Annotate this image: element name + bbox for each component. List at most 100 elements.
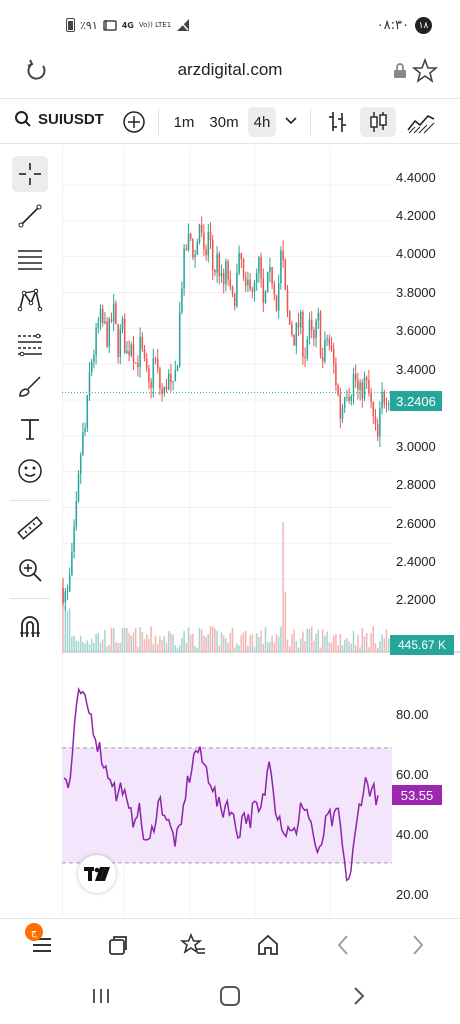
volume-bar — [84, 643, 86, 652]
back-button[interactable] — [329, 931, 357, 959]
candle-body — [167, 373, 170, 390]
candle-body — [121, 318, 124, 330]
candle-style-button[interactable] — [360, 107, 396, 137]
network-sub: Vo)) LTE1 — [138, 21, 172, 29]
bookmark-star-icon[interactable] — [412, 58, 438, 84]
price-tick: 3.4000 — [396, 362, 436, 377]
volume-bar — [275, 634, 278, 652]
volume-bar — [359, 647, 361, 652]
divider — [158, 109, 159, 135]
volume-bar — [106, 646, 108, 652]
volume-bar — [225, 638, 227, 652]
smiley-icon — [18, 459, 42, 483]
volume-bar — [90, 638, 93, 652]
volume-bar — [227, 642, 229, 652]
bookmarks-button[interactable] — [179, 931, 207, 959]
volume-bar — [240, 634, 243, 652]
volume-bar — [203, 635, 205, 652]
home-button[interactable] — [254, 931, 282, 959]
pattern-tool[interactable] — [12, 283, 48, 319]
trend-line-tool[interactable] — [12, 198, 48, 234]
volume-bar — [383, 638, 386, 652]
volume-bar — [260, 630, 262, 652]
price-tick: 4.4000 — [396, 170, 436, 185]
browser-url-bar: arzdigital.com — [0, 52, 460, 92]
volume-bar — [167, 630, 170, 652]
recent-apps-icon[interactable] — [90, 986, 112, 1006]
rsi-band — [62, 747, 392, 863]
volume-bar — [128, 633, 130, 652]
price-tick: 2.2000 — [396, 592, 436, 607]
volume-bar — [198, 627, 201, 652]
clock: ۰۸:۳۰ — [376, 18, 409, 33]
chart-area[interactable] — [62, 146, 460, 916]
bar-style-icon[interactable] — [326, 109, 350, 135]
lock-icon[interactable] — [393, 63, 407, 79]
volume-bar — [291, 633, 293, 652]
candle-body — [97, 322, 100, 328]
volume-bar — [242, 632, 245, 652]
text-tool[interactable] — [12, 411, 48, 447]
url-text[interactable]: arzdigital.com — [177, 60, 283, 79]
chevron-down-icon[interactable] — [284, 115, 298, 127]
interval-4h[interactable]: 4h — [248, 107, 276, 137]
status-right: ۰۸:۳۰ ۱۸ — [377, 17, 432, 34]
candle-body — [176, 365, 179, 371]
symbol-search[interactable]: SUIUSDT — [14, 110, 104, 128]
candle-body — [148, 368, 150, 382]
volume-bar — [112, 628, 115, 652]
volume-bar — [326, 631, 328, 652]
measure-tool[interactable] — [12, 510, 48, 546]
zoom-tool[interactable] — [12, 552, 48, 588]
price-chart-svg[interactable] — [62, 146, 460, 916]
candle-body — [282, 250, 284, 261]
volume-bar — [365, 632, 368, 652]
home-nav-icon[interactable] — [218, 985, 242, 1007]
candle-body — [77, 473, 80, 502]
chevron-left-icon — [337, 935, 348, 955]
candle-body — [236, 273, 238, 307]
add-symbol-icon[interactable] — [122, 110, 146, 134]
brush-tool[interactable] — [12, 368, 48, 404]
back-nav-icon[interactable] — [350, 986, 368, 1006]
volume-bar — [110, 627, 113, 652]
rsi-tick: 80.00 — [396, 707, 429, 722]
candle-body — [295, 322, 298, 346]
candle-body — [152, 358, 155, 388]
volume-bar — [130, 635, 133, 652]
volume-bar — [297, 647, 300, 652]
volume-bar — [352, 630, 355, 652]
candle-body — [339, 394, 342, 419]
volume-bar — [194, 646, 196, 652]
tradingview-logo[interactable] — [78, 855, 116, 893]
price-tick: 4.0000 — [396, 246, 436, 261]
candle-body — [139, 336, 141, 368]
interval-30m[interactable]: 30m — [209, 113, 239, 131]
candle-body — [277, 283, 280, 311]
horizontal-lines-tool[interactable] — [12, 241, 48, 277]
emoji-tool[interactable] — [12, 453, 48, 489]
candle-body — [119, 329, 122, 357]
volume-bar — [255, 633, 258, 652]
volume-bar — [308, 628, 311, 652]
candle-body — [207, 231, 210, 256]
tabs-button[interactable] — [104, 931, 132, 959]
area-chart-icon[interactable] — [406, 110, 436, 134]
volume-bar — [73, 635, 75, 652]
fib-tool[interactable] — [12, 326, 48, 362]
candle-body — [308, 319, 311, 340]
fibonacci-icon — [18, 333, 42, 357]
volume-bar — [350, 643, 353, 652]
magnet-tool[interactable] — [12, 609, 48, 645]
candle-body — [313, 329, 315, 339]
divider — [10, 598, 50, 599]
forward-button[interactable] — [404, 931, 432, 959]
volume-bar — [295, 640, 298, 652]
candle-body — [297, 322, 300, 328]
interval-1m[interactable]: 1m — [173, 113, 195, 131]
candle-body — [253, 282, 256, 292]
reload-icon[interactable] — [24, 58, 50, 84]
crosshair-tool[interactable] — [12, 156, 48, 192]
chart-toolbar: SUIUSDT 1m 30m 4h — [0, 98, 460, 144]
volume-bar — [143, 639, 146, 652]
